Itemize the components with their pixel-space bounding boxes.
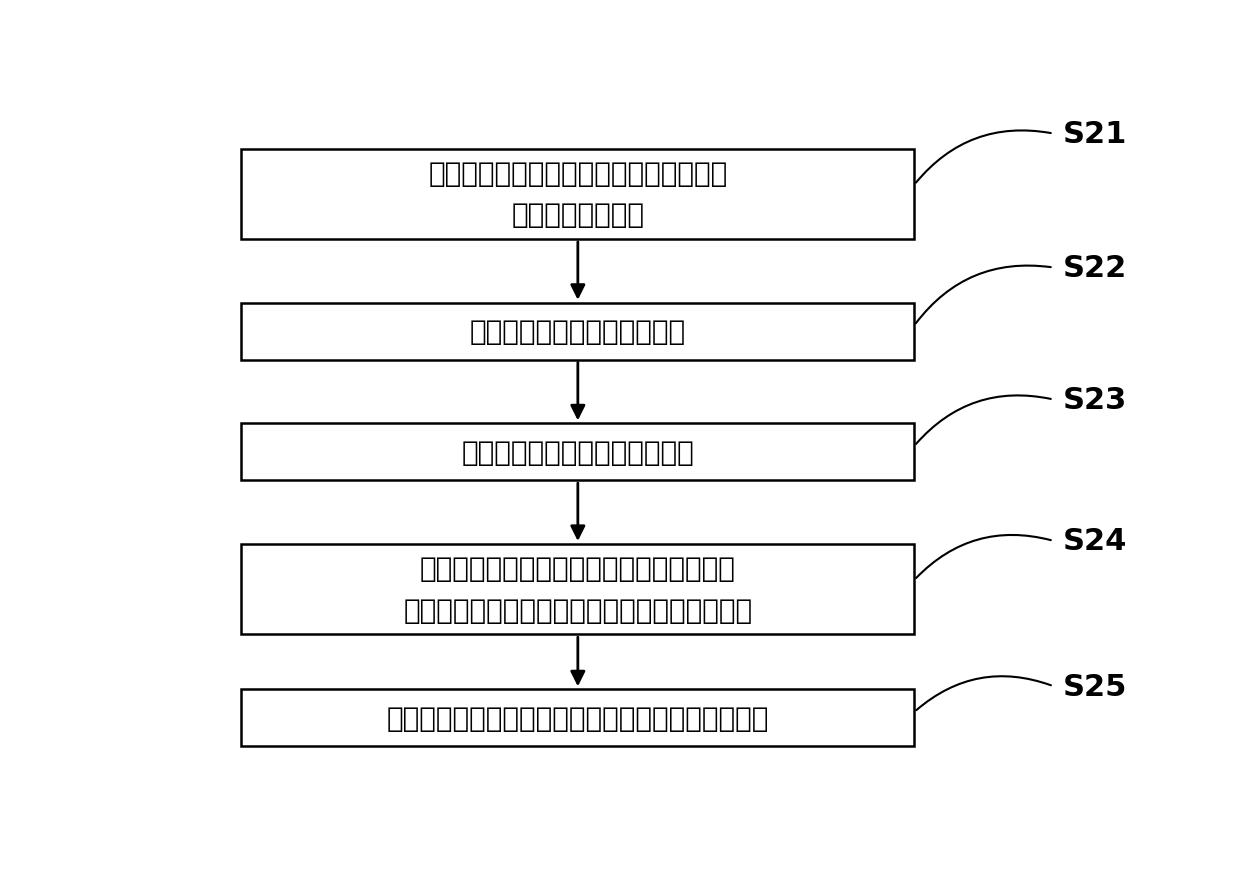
Bar — [242, 424, 914, 481]
Bar — [242, 544, 914, 634]
Text: 接收客户端发送的数据查询指令: 接收客户端发送的数据查询指令 — [461, 438, 694, 466]
Text: S24: S24 — [1063, 527, 1127, 555]
Text: 根据所述指令获取车辆电池的电池身份信息
及其电池参数数据，以及相关联的供电身份信息: 根据所述指令获取车辆电池的电池身份信息 及其电池参数数据，以及相关联的供电身份信… — [403, 554, 753, 624]
Text: S23: S23 — [1063, 386, 1127, 415]
Bar — [242, 689, 914, 746]
Bar — [242, 149, 914, 240]
Text: 接收并存储所述电池参数数据: 接收并存储所述电池参数数据 — [470, 318, 686, 346]
Text: 采集车辆电池在充电过程中的电池参数，
得到电池参数数据: 采集车辆电池在充电过程中的电池参数， 得到电池参数数据 — [428, 160, 728, 229]
Bar — [242, 303, 914, 361]
Text: 将获取到的数据作为查询结果发送至客户端进行显示: 将获取到的数据作为查询结果发送至客户端进行显示 — [387, 704, 769, 732]
Text: S21: S21 — [1063, 120, 1127, 149]
Text: S22: S22 — [1063, 254, 1127, 282]
Text: S25: S25 — [1063, 672, 1127, 701]
